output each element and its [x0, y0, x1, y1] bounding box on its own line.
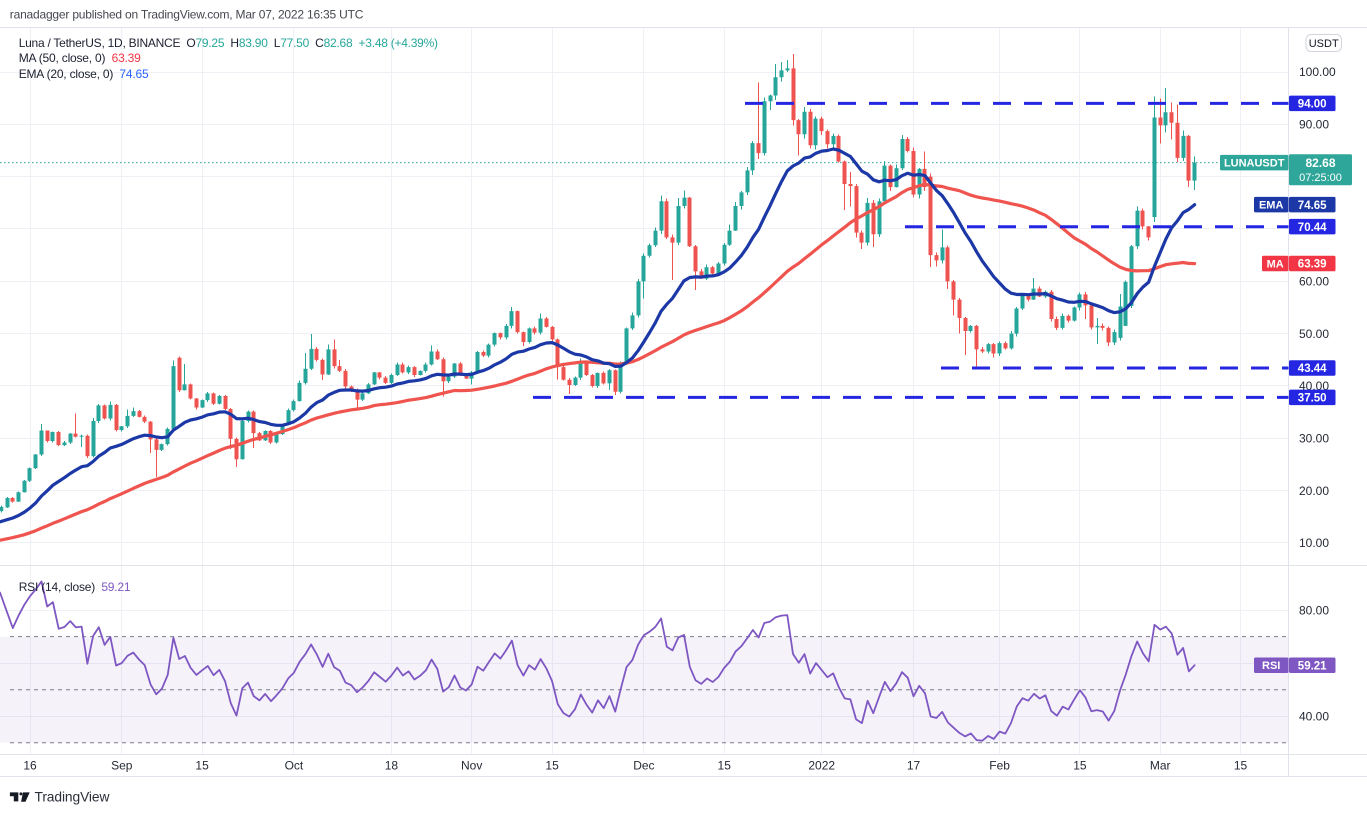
svg-text:30.00: 30.00 [1299, 432, 1329, 446]
svg-text:Nov: Nov [461, 759, 482, 773]
svg-text:Feb: Feb [989, 759, 1010, 773]
svg-text:100.00: 100.00 [1299, 65, 1336, 79]
svg-text:50.00: 50.00 [1299, 327, 1329, 341]
svg-text:RSI (14, close) 59.21: RSI (14, close) 59.21 [19, 580, 131, 594]
svg-text:37.50: 37.50 [1298, 393, 1327, 405]
svg-text:Sep: Sep [111, 759, 133, 773]
svg-text:MA (50, close, 0) 63.39: MA (50, close, 0) 63.39 [19, 51, 141, 65]
svg-text:70.44: 70.44 [1298, 222, 1327, 234]
svg-text:15: 15 [718, 759, 732, 773]
svg-text:18: 18 [385, 759, 399, 773]
svg-text:EMA (20, close, 0) 74.65: EMA (20, close, 0) 74.65 [19, 67, 149, 81]
svg-text:Oct: Oct [285, 759, 304, 773]
svg-text:Dec: Dec [633, 759, 654, 773]
svg-text:74.65: 74.65 [1298, 200, 1327, 212]
svg-text:EMA: EMA [1259, 200, 1284, 212]
svg-text:63.39: 63.39 [1298, 259, 1327, 271]
svg-text:USDT: USDT [1309, 38, 1339, 50]
svg-text:59.21: 59.21 [1298, 660, 1327, 672]
svg-text:17: 17 [907, 759, 921, 773]
svg-text:ranadagger published on Tradin: ranadagger published on TradingView.com,… [10, 8, 364, 22]
svg-text:15: 15 [545, 759, 559, 773]
svg-text:80.00: 80.00 [1299, 603, 1329, 617]
svg-text:2022: 2022 [808, 759, 835, 773]
svg-text:16: 16 [23, 759, 37, 773]
svg-text:82.68: 82.68 [1305, 156, 1335, 170]
svg-text:Mar: Mar [1150, 759, 1171, 773]
svg-text:15: 15 [1234, 759, 1248, 773]
svg-text:94.00: 94.00 [1298, 99, 1327, 111]
svg-text:10.00: 10.00 [1299, 536, 1329, 550]
svg-text:43.44: 43.44 [1298, 363, 1327, 375]
svg-text:15: 15 [1073, 759, 1087, 773]
svg-text:20.00: 20.00 [1299, 484, 1329, 498]
svg-text:LUNAUSDT: LUNAUSDT [1224, 158, 1285, 170]
svg-text:90.00: 90.00 [1299, 118, 1329, 132]
svg-text:RSI: RSI [1262, 660, 1280, 672]
svg-text:60.00: 60.00 [1299, 275, 1329, 289]
svg-text:07:25:00: 07:25:00 [1299, 172, 1342, 184]
svg-text:TradingView: TradingView [35, 790, 110, 805]
svg-text:40.00: 40.00 [1299, 709, 1329, 723]
svg-text:MA: MA [1267, 259, 1284, 271]
svg-text:15: 15 [195, 759, 209, 773]
svg-text:Luna / TetherUS, 1D, BINANCE: Luna / TetherUS, 1D, BINANCE O79.25 H83.… [19, 36, 438, 50]
